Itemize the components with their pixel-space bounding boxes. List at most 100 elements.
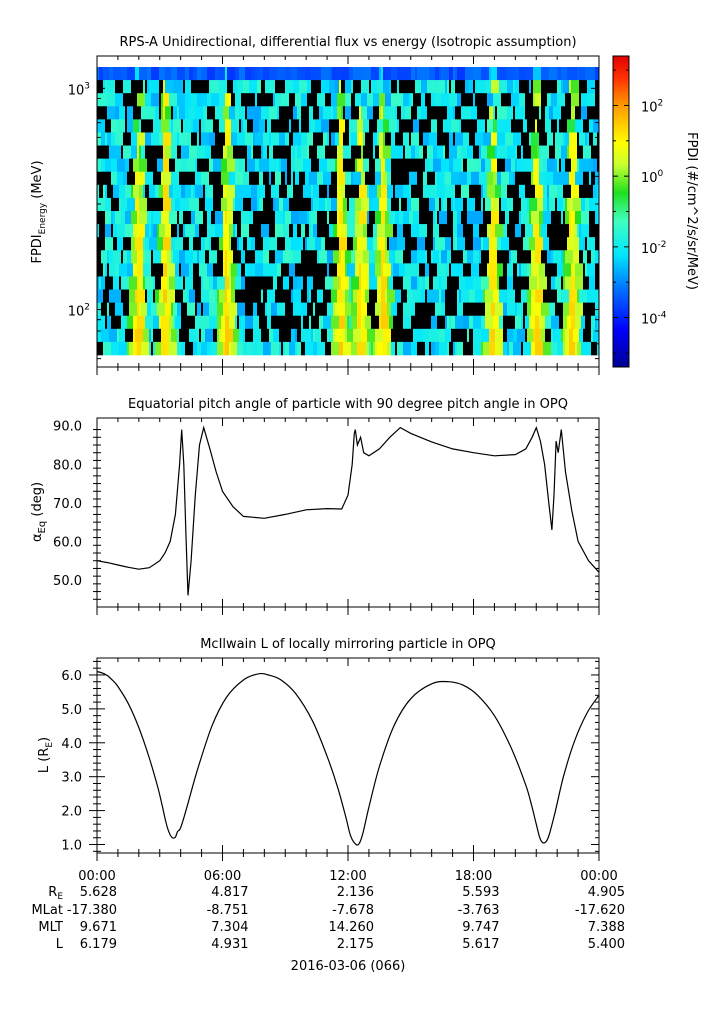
heatmap-cell (341, 276, 350, 290)
heatmap-cell (409, 184, 412, 199)
heatmap-cell (317, 145, 326, 159)
heatmap-cell (405, 328, 410, 343)
y-tick-label: 6.0 (61, 669, 82, 684)
heatmap-cell (553, 106, 562, 120)
heatmap-cell (237, 145, 242, 159)
heatmap-cell (253, 302, 258, 317)
panel2-y-label: αEq (deg) (30, 482, 48, 542)
heatmap-cell (357, 315, 362, 330)
heatmap-cell (421, 341, 426, 356)
heatmap-cell (405, 106, 412, 120)
heatmap-cell (383, 132, 386, 146)
heatmap-cell (273, 93, 276, 107)
heatmap-cell (591, 171, 594, 186)
heatmap-cell (233, 224, 236, 238)
heatmap-cell (163, 80, 166, 94)
heatmap-cell (129, 93, 138, 107)
heatmap-cell (227, 211, 234, 225)
heatmap-cell (411, 250, 418, 264)
heatmap-cell (267, 211, 276, 225)
heatmap-cell (347, 158, 356, 173)
heatmap-cell (557, 341, 564, 356)
heatmap-cell (581, 341, 590, 356)
heatmap-cell (557, 289, 562, 303)
heatmap-cell (241, 211, 250, 225)
heatmap-cell (277, 67, 286, 81)
heatmap-cell (165, 341, 170, 356)
heatmap-cell (303, 184, 312, 199)
heatmap-cell (447, 197, 450, 212)
heatmap-cell (301, 302, 308, 317)
heatmap-cell (351, 276, 360, 290)
heatmap-cell (395, 211, 400, 225)
heatmap-cell (475, 302, 480, 317)
heatmap-cell (153, 315, 160, 330)
heatmap-cell (561, 145, 568, 159)
heatmap-cell (351, 171, 354, 186)
heatmap-cell (177, 211, 180, 225)
heatmap-cell (229, 341, 232, 356)
heatmap-cell (251, 237, 256, 251)
heatmap-cell (407, 80, 416, 94)
heatmap-cell (453, 158, 462, 173)
heatmap-cell (587, 80, 596, 94)
heatmap-cell (301, 145, 308, 159)
heatmap-cell (593, 263, 596, 277)
heatmap-cell (555, 132, 564, 146)
heatmap-cell (337, 184, 342, 199)
heatmap-cell (413, 119, 420, 133)
heatmap-cell (201, 328, 206, 343)
heatmap-cell (413, 328, 416, 343)
heatmap-cell (589, 237, 594, 251)
heatmap-cell (367, 302, 372, 317)
heatmap-cell (147, 158, 150, 173)
heatmap-cell (225, 93, 232, 107)
heatmap-cell (551, 315, 560, 330)
heatmap-cell (285, 237, 292, 251)
heatmap-cell (307, 237, 312, 251)
heatmap-cell (209, 80, 212, 94)
x-tick-label: 00:00 (78, 869, 115, 884)
heatmap-cell (565, 276, 572, 290)
heatmap-cell (495, 341, 504, 356)
heatmap-cell (571, 106, 576, 120)
heatmap-cell (193, 263, 200, 277)
heatmap-cell (537, 302, 542, 317)
heatmap-cell (423, 276, 426, 290)
heatmap-cell (355, 211, 360, 225)
heatmap-cell (597, 184, 599, 199)
heatmap-cell (563, 250, 566, 264)
heatmap-cell (577, 119, 584, 133)
heatmap-cell (307, 276, 314, 290)
heatmap-cell (175, 263, 180, 277)
heatmap-cell (449, 341, 454, 356)
heatmap-cell (207, 184, 214, 199)
heatmap-cell (511, 93, 520, 107)
heatmap-cell (595, 276, 599, 290)
heatmap-cell (121, 145, 124, 159)
heatmap-cell (197, 250, 200, 264)
heatmap-cell (327, 263, 330, 277)
heatmap-cell (525, 80, 530, 94)
heatmap-cell (235, 171, 244, 186)
heatmap-cell (97, 289, 104, 303)
heatmap-cell (99, 106, 108, 120)
heatmap-cell (189, 197, 198, 212)
heatmap-cell (375, 106, 380, 120)
heatmap-cell (131, 80, 140, 94)
heatmap-cell (299, 80, 308, 94)
heatmap-cell (309, 263, 318, 277)
heatmap-cell (567, 237, 574, 251)
heatmap-cell (371, 315, 380, 330)
heatmap-cell (213, 197, 222, 212)
heatmap-cell (149, 263, 152, 277)
heatmap-cell (517, 302, 524, 317)
heatmap-cell (403, 184, 410, 199)
heatmap-cell (101, 158, 106, 173)
heatmap-cell (357, 132, 360, 146)
heatmap-cell (151, 250, 154, 264)
heatmap-cell (215, 132, 222, 146)
heatmap-cell (137, 302, 140, 317)
heatmap-cell (457, 145, 462, 159)
heatmap-cell (403, 276, 412, 290)
